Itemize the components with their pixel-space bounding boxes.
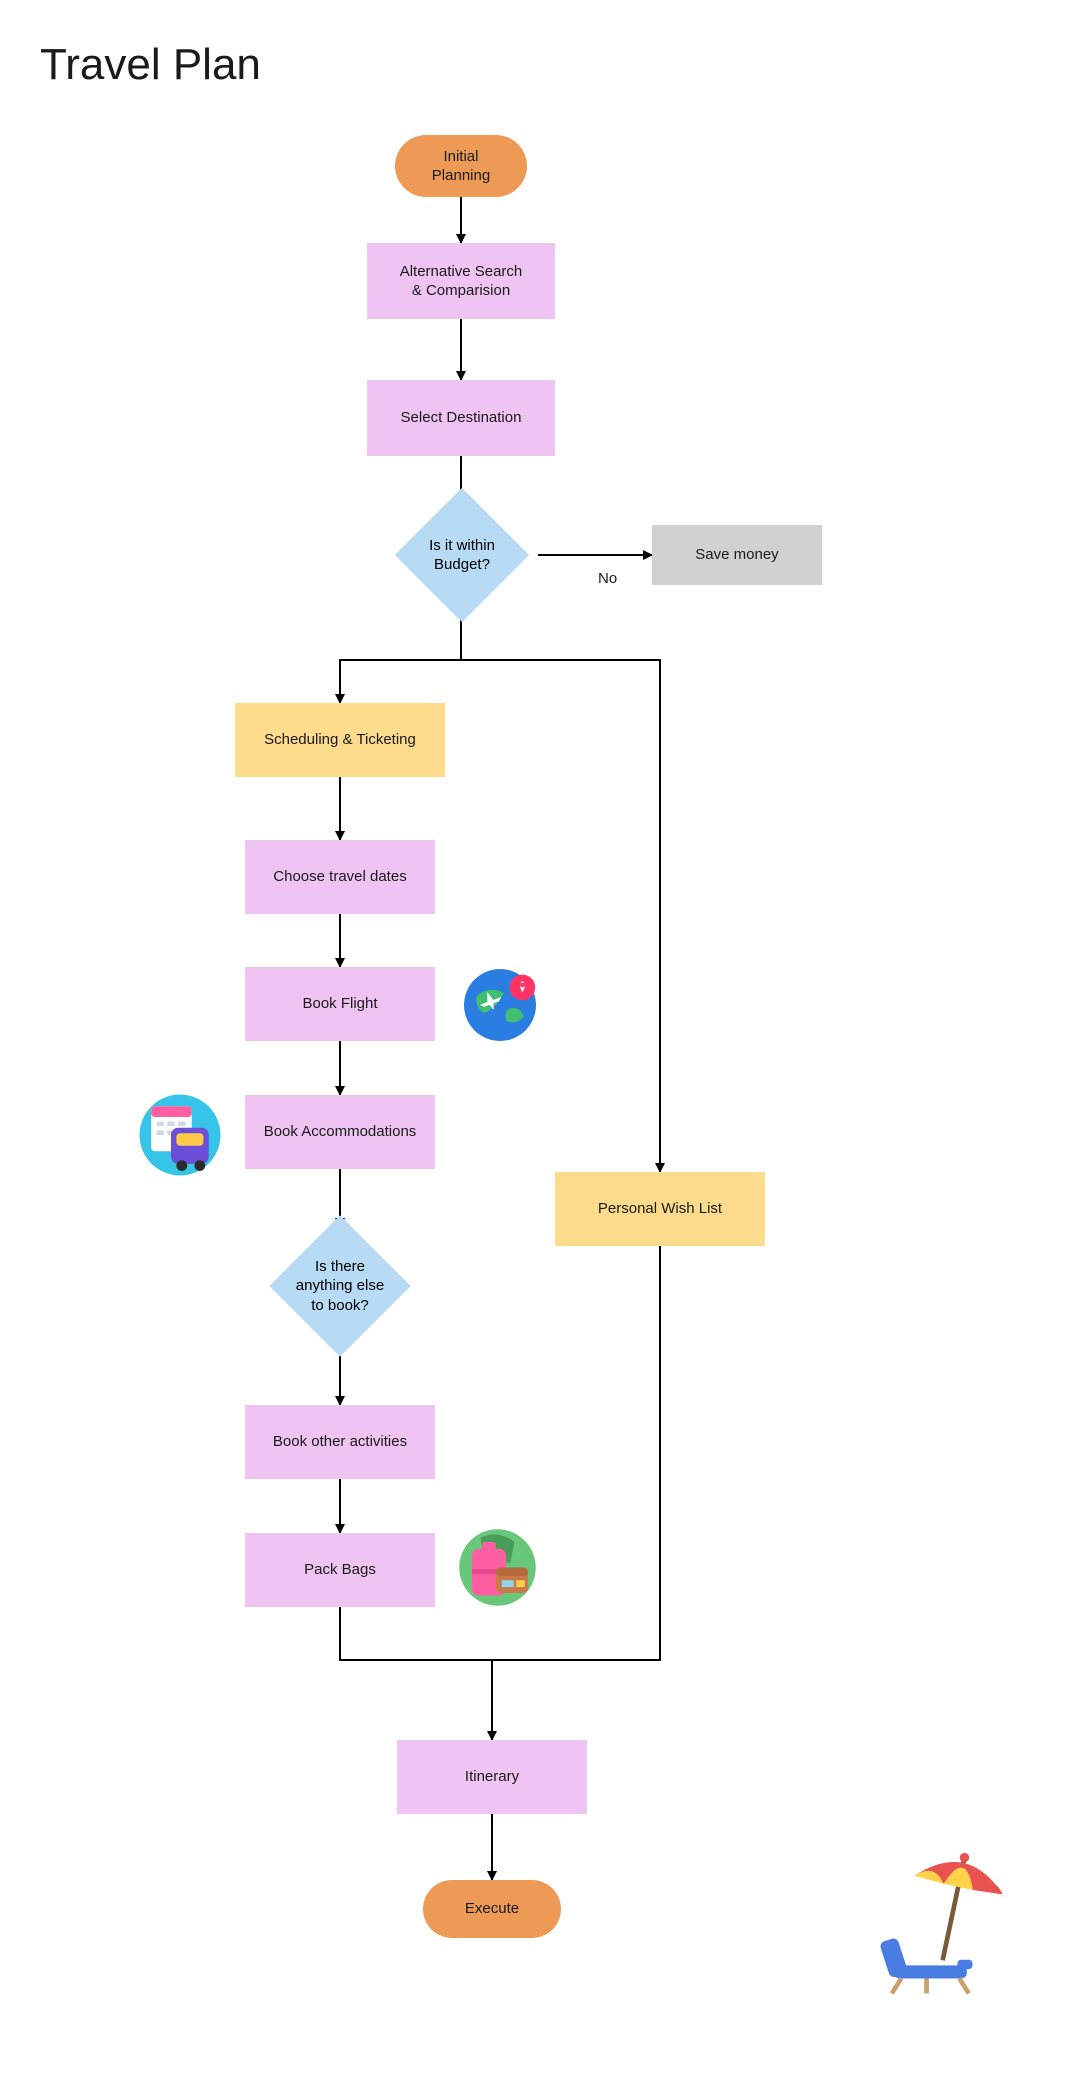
node-savemoney: Save money (652, 525, 822, 585)
node-execute: Execute (423, 1880, 561, 1938)
node-choosedates: Choose travel dates (245, 840, 435, 914)
node-itinerary: Itinerary (397, 1740, 587, 1814)
node-anythingelse: Is there anything else to book? (260, 1222, 420, 1350)
node-bookflight: Book Flight (245, 967, 435, 1041)
luggage-icon (455, 1525, 540, 1615)
node-packbags: Pack Bags (245, 1533, 435, 1607)
node-bookother: Book other activities (245, 1405, 435, 1479)
edge-label-no: No (598, 570, 617, 587)
edge-5 (461, 660, 660, 1172)
page-title: Travel Plan (40, 40, 261, 90)
node-wishlist: Personal Wish List (555, 1172, 765, 1246)
node-budget: Is it within Budget? (382, 500, 542, 610)
node-anythingelse-label: Is there anything else to book? (260, 1222, 420, 1350)
node-scheduling: Scheduling & Ticketing (235, 703, 445, 777)
node-start: Initial Planning (395, 135, 527, 197)
node-altsearch: Alternative Search & Comparision (367, 243, 555, 319)
beach-umbrella-icon (875, 1850, 1025, 2005)
edge-12 (340, 1607, 492, 1740)
calendar-car-icon (135, 1090, 225, 1185)
edge-4 (340, 604, 461, 703)
node-selectdest: Select Destination (367, 380, 555, 456)
globe-plane-icon (460, 965, 540, 1050)
node-bookacc: Book Accommodations (245, 1095, 435, 1169)
node-budget-label: Is it within Budget? (382, 500, 542, 610)
